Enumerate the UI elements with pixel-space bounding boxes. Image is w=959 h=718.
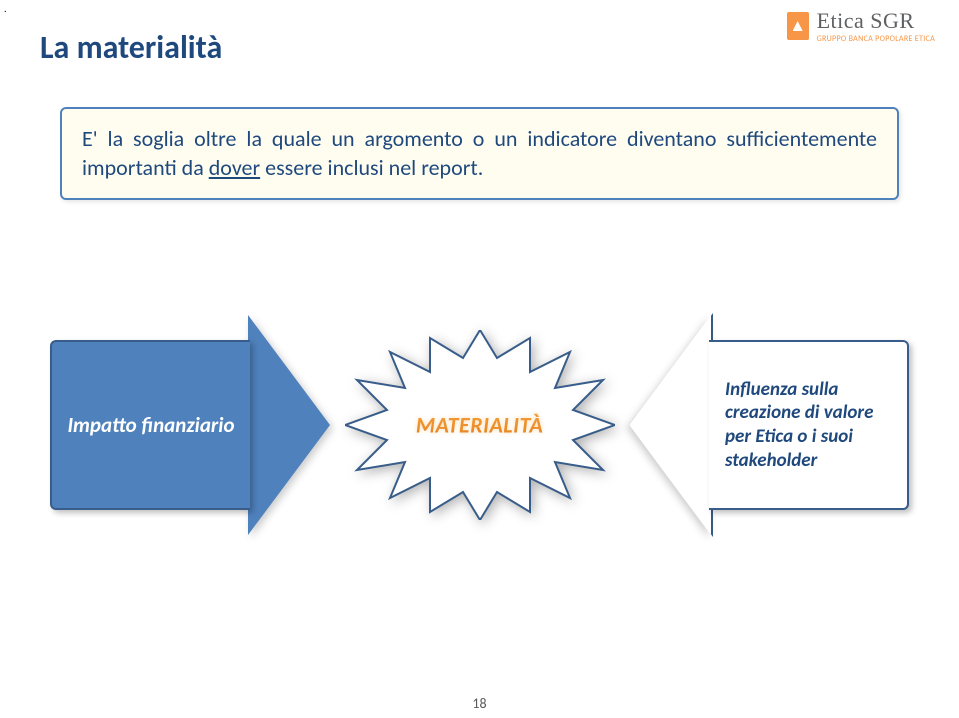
arrow-left-head-icon <box>248 315 330 535</box>
definition-underlined: dover <box>209 154 260 181</box>
diagram: Impatto finanziario Influenza sulla crea… <box>40 260 919 620</box>
arrow-right-body: Influenza sulla creazione di valore per … <box>709 340 909 510</box>
slide-root: . Etica SGR GRUPPO BANCA POPOLARE ETICA … <box>0 0 959 718</box>
logo-badge-icon <box>787 12 809 40</box>
arrow-left-label: Impatto finanziario <box>67 412 234 438</box>
starburst: MATERIALITÀ <box>345 330 615 520</box>
definition-box: E' la soglia oltre la quale un argomento… <box>60 107 899 200</box>
arrow-right: Influenza sulla creazione di valore per … <box>629 340 909 510</box>
logo-sub: GRUPPO BANCA POPOLARE ETICA <box>817 34 935 44</box>
arrow-right-head-icon <box>629 315 711 535</box>
starburst-label: MATERIALITÀ <box>416 412 543 439</box>
logo: Etica SGR GRUPPO BANCA POPOLARE ETICA <box>787 8 935 44</box>
definition-text: E' la soglia oltre la quale un argomento… <box>82 125 877 182</box>
arrow-left-body: Impatto finanziario <box>50 340 250 510</box>
definition-post: essere inclusi nel report. <box>260 154 483 181</box>
arrow-right-label: Influenza sulla creazione di valore per … <box>725 378 899 473</box>
logo-text: Etica SGR GRUPPO BANCA POPOLARE ETICA <box>817 8 935 44</box>
page-number: 18 <box>472 695 486 712</box>
logo-main: Etica SGR <box>817 8 935 34</box>
dot: . <box>4 2 7 15</box>
arrow-left: Impatto finanziario <box>50 340 330 510</box>
